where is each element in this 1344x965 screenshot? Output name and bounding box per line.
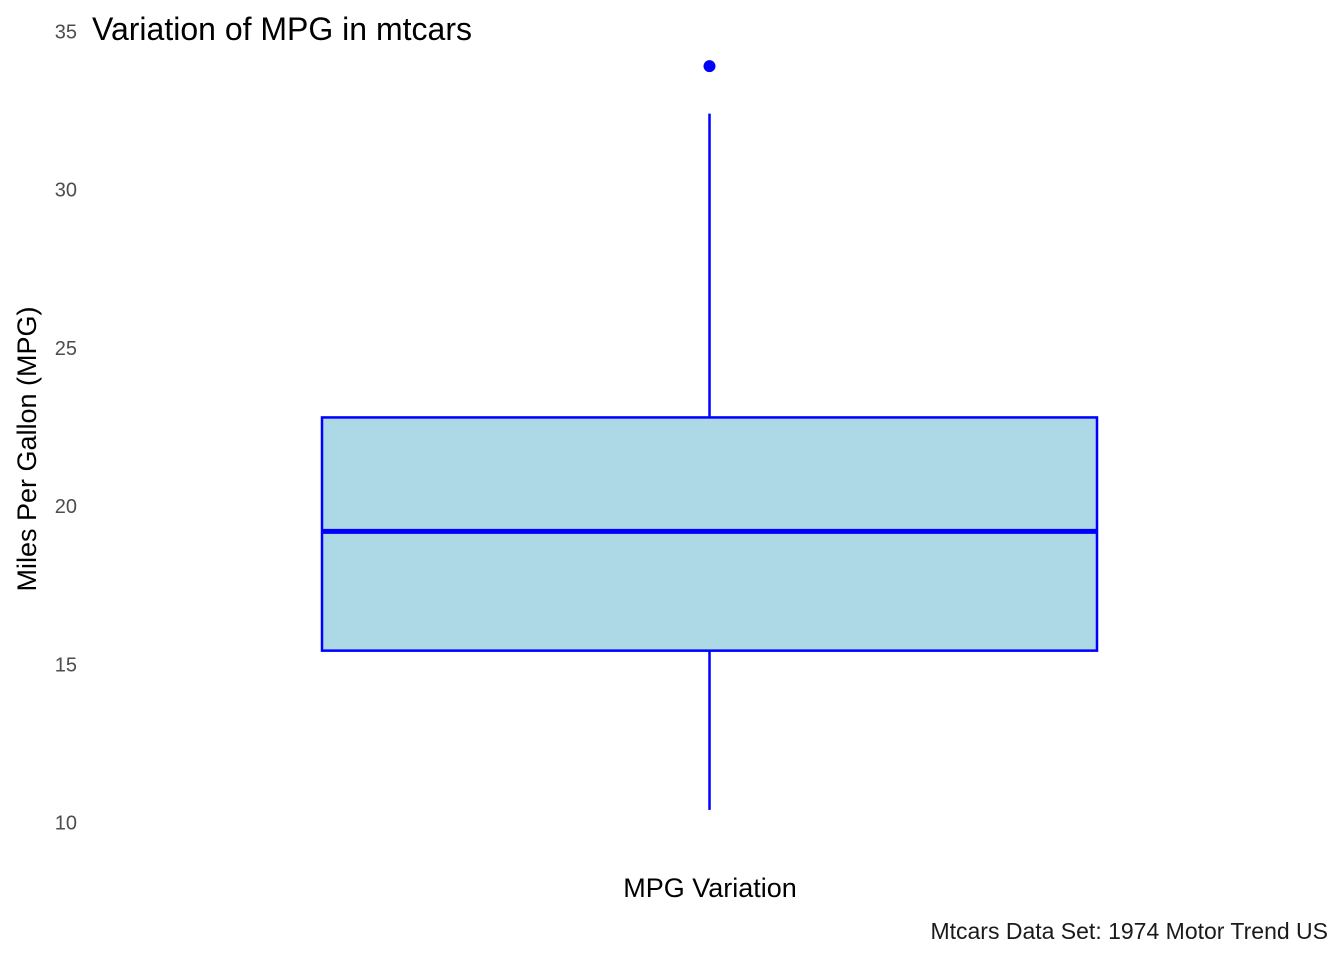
iqr-box (320, 416, 1099, 652)
boxplot-layer (320, 60, 1099, 810)
y-tick-label: 25 (55, 338, 77, 360)
y-tick-label: 15 (55, 654, 77, 676)
y-tick-label: 35 (55, 21, 77, 43)
y-axis-ticks: 10 15 20 25 30 35 (55, 21, 77, 834)
y-axis-title: Miles Per Gallon (MPG) (12, 306, 42, 591)
chart-caption: Mtcars Data Set: 1974 Motor Trend US (930, 918, 1328, 944)
outlier-point (703, 60, 716, 73)
y-tick-label: 20 (55, 496, 77, 518)
x-axis-title: MPG Variation (623, 873, 797, 903)
y-tick-label: 10 (55, 812, 77, 834)
y-tick-label: 30 (55, 180, 77, 202)
chart-title: Variation of MPG in mtcars (92, 11, 472, 47)
